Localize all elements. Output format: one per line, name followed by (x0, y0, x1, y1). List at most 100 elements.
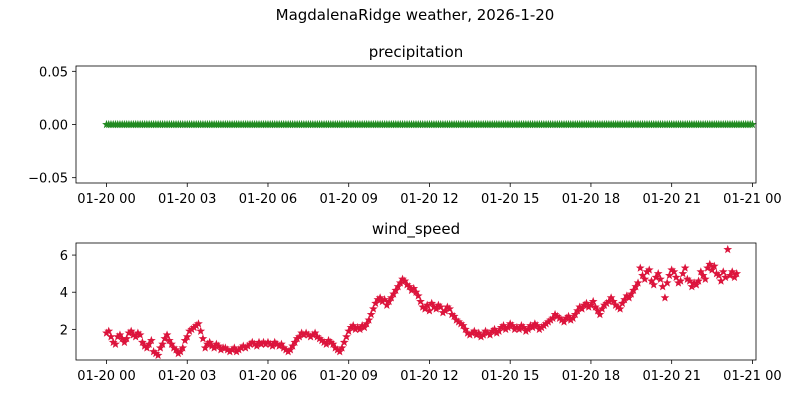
precipitation-x-tick-label: 01-20 09 (319, 192, 377, 207)
precipitation-axes: precipitation 01-20 00 01-20 03 01-20 06 01-… (28, 43, 781, 207)
wind-speed-point (712, 269, 721, 278)
wind-speed-point (303, 330, 313, 339)
wind-speed-point (608, 296, 618, 306)
wind-speed-point (416, 296, 425, 306)
wind-speed-point (732, 269, 742, 278)
wind-speed-point (270, 337, 280, 347)
wind-speed-point (591, 302, 600, 311)
wind-speed-point (346, 322, 356, 332)
wind-speed-point (283, 347, 293, 356)
wind-speed-point (487, 326, 497, 335)
wind-speed-point (398, 274, 407, 283)
precipitation-x-tick-label: 01-20 18 (562, 192, 620, 207)
wind-speed-point (530, 319, 540, 328)
wind-speed-point (709, 261, 719, 270)
wind-speed-point (407, 285, 416, 295)
wind-speed-point (324, 335, 333, 345)
precipitation-y-tick-label: 0.05 (39, 65, 68, 80)
wind-speed-y-tick-label: 4 (60, 286, 68, 301)
precipitation-y-tick-label: −0.05 (28, 172, 68, 187)
wind-speed-point (649, 280, 659, 289)
wind-speed-point (402, 280, 412, 289)
wind-speed-point (353, 322, 363, 332)
wind-speed-point (606, 293, 616, 302)
wind-speed-point (117, 334, 127, 343)
wind-speed-point (153, 350, 163, 360)
wind-speed-point (333, 345, 342, 354)
wind-speed-point (472, 330, 481, 339)
wind-speed-point (178, 343, 188, 352)
wind-speed-title: wind_speed (372, 220, 460, 239)
wind-speed-point (250, 339, 259, 348)
wind-speed-point (447, 309, 457, 319)
wind-speed-x-tick-label: 01-20 09 (319, 369, 377, 384)
wind-speed-point (499, 321, 508, 330)
wind-speed-point (348, 321, 358, 330)
wind-speed-point (671, 272, 681, 282)
wind-speed-point (582, 298, 591, 308)
wind-speed-point (169, 343, 179, 352)
wind-speed-point (454, 317, 463, 326)
wind-speed-point (315, 334, 324, 343)
wind-speed-point (460, 324, 470, 334)
wind-speed-point (526, 321, 535, 330)
wind-speed-point (644, 265, 654, 274)
wind-speed-point (164, 335, 174, 345)
wind-speed-point (555, 313, 564, 322)
wind-speed-point (194, 319, 203, 328)
wind-speed-point (716, 276, 726, 285)
wind-speed-point (665, 270, 674, 280)
wind-speed-point (723, 244, 733, 254)
wind-speed-point (173, 348, 183, 358)
wind-speed-point (366, 309, 376, 319)
wind-speed-point (223, 345, 232, 354)
wind-speed-point (185, 326, 194, 335)
wind-speed-point (633, 278, 643, 287)
wind-speed-point (126, 326, 136, 335)
wind-speed-point (532, 321, 542, 330)
wind-speed-point (254, 337, 264, 347)
wind-speed-point (102, 328, 111, 337)
wind-speed-point (339, 337, 349, 347)
wind-speed-x-tick-label: 01-20 00 (77, 369, 135, 384)
wind-speed-point (714, 270, 724, 280)
wind-speed-point (135, 330, 145, 339)
wind-speed-point (151, 348, 161, 358)
wind-speed-x-tick-label: 01-20 15 (481, 369, 539, 384)
wind-speed-point (512, 322, 522, 332)
wind-speed-point (593, 306, 603, 315)
wind-speed-point (265, 339, 275, 348)
wind-speed-point (375, 293, 385, 302)
precipitation-y-tick-label: 0.00 (39, 119, 68, 134)
wind-speed-point (501, 324, 511, 334)
wind-speed-point (445, 304, 455, 313)
wind-speed-point (550, 309, 560, 319)
wind-speed-point (689, 278, 699, 287)
wind-speed-point (465, 330, 475, 339)
wind-speed-point (611, 300, 620, 309)
wind-speed-point (575, 302, 585, 311)
wind-speed-point (449, 311, 459, 321)
wind-speed-point (615, 304, 625, 313)
wind-speed-point (474, 328, 484, 337)
wind-speed-point (111, 339, 120, 348)
wind-speed-point (187, 324, 197, 334)
wind-speed-point (667, 265, 677, 274)
wind-speed-point (680, 263, 690, 272)
wind-speed-x-tick-label: 01-20 06 (239, 369, 297, 384)
wind-speed-point (214, 341, 224, 350)
wind-speed-point (481, 326, 490, 335)
wind-speed-point (261, 339, 271, 348)
wind-speed-point (108, 337, 118, 347)
wind-speed-point (104, 326, 114, 335)
wind-speed-point (317, 335, 327, 345)
wind-speed-point (236, 343, 246, 352)
wind-speed-point (718, 267, 728, 276)
wind-speed-point (662, 278, 672, 287)
wind-speed-point (413, 291, 423, 300)
wind-speed-point (232, 347, 241, 356)
wind-speed-point (543, 317, 553, 326)
wind-speed-point (588, 296, 598, 306)
wind-speed-point (463, 328, 472, 337)
wind-speed-y-tick-label: 2 (60, 323, 68, 338)
